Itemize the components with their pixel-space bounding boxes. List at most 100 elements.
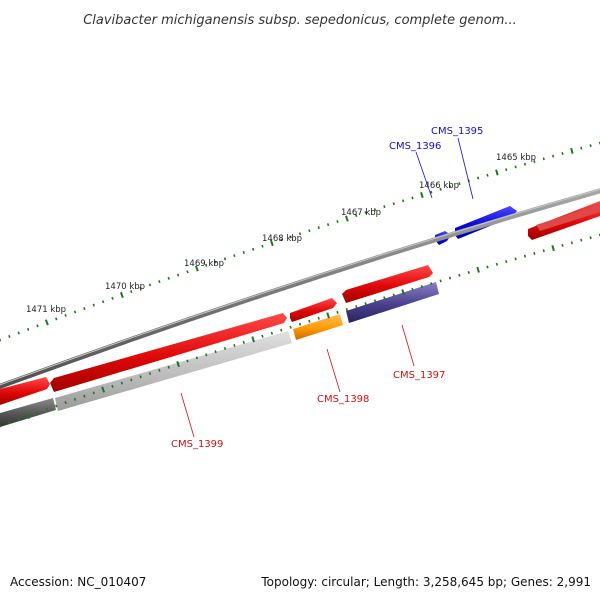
feature-block[interactable]: [536, 204, 600, 231]
minor-tick: [430, 190, 433, 194]
minor-tick: [523, 162, 527, 166]
gene-labels: CMS_1395 CMS_1396 CMS_1397 CMS_1398 CMS_…: [171, 126, 483, 450]
reverse-strand: [0, 204, 600, 427]
minor-tick: [270, 331, 274, 335]
minor-tick: [92, 391, 95, 395]
minor-tick: [17, 417, 20, 421]
minor-tick: [251, 247, 255, 251]
minor-tick: [392, 202, 395, 206]
major-tick: [551, 245, 555, 252]
genome-backbone: [0, 188, 600, 390]
inner-tick-ring: [0, 233, 600, 428]
minor-tick: [261, 244, 264, 248]
minor-tick: [589, 144, 592, 148]
minor-tick: [561, 152, 564, 155]
leader-line-cms-1397: [401, 324, 415, 367]
minor-tick: [280, 328, 283, 332]
minor-tick: [148, 372, 152, 376]
tick-label: 1471 kbp: [26, 305, 66, 315]
major-tick: [401, 289, 405, 296]
minor-tick: [542, 249, 545, 253]
minor-tick: [458, 273, 461, 277]
minor-tick: [233, 343, 236, 347]
minor-tick: [17, 331, 20, 335]
minor-tick: [167, 365, 170, 369]
major-tick: [44, 319, 49, 326]
minor-tick: [308, 229, 311, 233]
major-tick: [476, 266, 480, 273]
feature-block-cms-1399[interactable]: [55, 331, 292, 411]
minor-tick: [64, 313, 67, 317]
minor-tick: [139, 286, 142, 290]
minor-tick: [561, 244, 564, 247]
minor-tick: [448, 184, 452, 188]
gene-label-cms-1399[interactable]: CMS_1399: [171, 439, 223, 450]
minor-tick: [373, 299, 377, 303]
minor-tick: [336, 310, 339, 314]
minor-tick: [514, 165, 517, 169]
minor-tick: [552, 154, 555, 158]
forward-strand: [0, 201, 600, 405]
gene-label-cms-1396[interactable]: CMS_1396: [389, 141, 441, 152]
minor-tick: [130, 378, 133, 382]
minor-tick: [261, 334, 264, 338]
minor-tick: [111, 384, 114, 388]
tick-label: 1468 kbp: [262, 234, 302, 244]
leader-line-cms-1398: [326, 348, 341, 393]
minor-tick: [26, 327, 30, 331]
minor-tick: [439, 279, 442, 283]
accession-text: Accession: NC_010407: [10, 575, 146, 589]
minor-tick: [467, 271, 470, 274]
tick-label: 1466 kbp: [419, 181, 459, 191]
minor-tick: [345, 308, 349, 311]
minor-tick: [64, 401, 67, 405]
gene-arrow[interactable]: [0, 377, 50, 405]
gene-arrow-cms-1399-upper[interactable]: [50, 313, 287, 392]
major-tick: [194, 265, 199, 272]
minor-tick: [495, 262, 499, 266]
major-tick: [345, 215, 349, 222]
minor-tick: [542, 157, 545, 161]
minor-tick: [439, 187, 442, 191]
minor-tick: [55, 317, 58, 321]
minor-tick: [92, 303, 95, 307]
minor-tick: [589, 236, 592, 240]
minor-tick: [36, 411, 39, 415]
minor-tick: [186, 359, 189, 363]
minor-tick: [186, 270, 189, 274]
tick-label: 1465 kbp: [496, 153, 536, 163]
minor-tick: [364, 211, 367, 215]
major-tick: [176, 361, 180, 368]
major-tick: [26, 412, 31, 419]
minor-tick: [45, 407, 49, 411]
leader-line-cms-1395: [457, 137, 474, 200]
minor-tick: [289, 235, 292, 239]
minor-tick: [355, 305, 358, 309]
minor-tick: [233, 254, 236, 258]
major-tick: [119, 291, 124, 298]
gene-label-cms-1395[interactable]: CMS_1395: [431, 126, 483, 137]
minor-tick: [298, 322, 302, 326]
gene-label-cms-1397[interactable]: CMS_1397: [393, 370, 445, 381]
minor-tick: [158, 280, 161, 284]
minor-tick: [505, 168, 508, 172]
minor-tick: [523, 254, 527, 258]
minor-tick: [326, 223, 330, 227]
gene-arrow-cms-1398-upper[interactable]: [290, 298, 337, 322]
minor-tick: [167, 276, 170, 280]
gene-arrow-cms-1397-upper[interactable]: [342, 265, 433, 303]
minor-tick: [458, 182, 461, 186]
feature-block[interactable]: [0, 398, 56, 427]
minor-tick: [580, 146, 583, 150]
gene-label-cms-1398[interactable]: CMS_1398: [317, 394, 369, 405]
feature-block-cms-1398[interactable]: [293, 314, 343, 340]
minor-tick: [317, 226, 320, 230]
minor-tick: [580, 238, 583, 242]
minor-tick: [55, 404, 58, 408]
minor-tick: [373, 208, 377, 212]
feature-block-cms-1397[interactable]: [346, 282, 439, 323]
minor-tick: [242, 251, 245, 254]
major-tick: [270, 240, 274, 247]
minor-tick: [570, 241, 573, 245]
major-tick: [326, 312, 330, 319]
